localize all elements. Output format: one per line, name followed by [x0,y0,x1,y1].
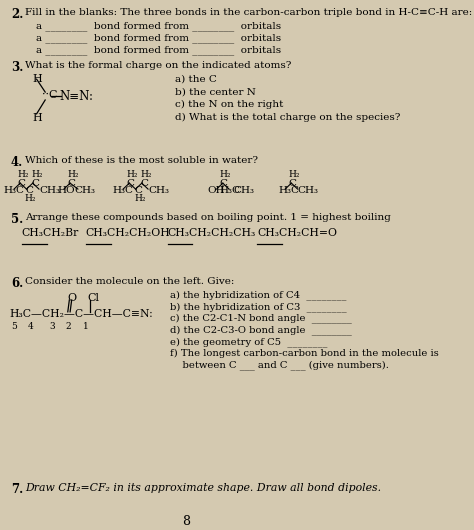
Text: H₂: H₂ [17,170,28,179]
Text: CH₃: CH₃ [39,186,60,195]
Text: 5: 5 [11,322,17,331]
Text: b) the hybridization of C3  ________: b) the hybridization of C3 ________ [170,302,346,312]
Text: CH₃: CH₃ [75,186,96,195]
Text: CH₃CH₂CH₂CH₃: CH₃CH₂CH₂CH₃ [167,228,256,237]
Text: H₃C: H₃C [3,186,24,195]
Text: H₂: H₂ [134,194,146,203]
Text: H₂: H₂ [288,170,300,179]
Text: c) the N on the right: c) the N on the right [175,100,283,109]
Text: CH₃: CH₃ [298,186,319,195]
Text: 8: 8 [182,515,191,528]
Text: H₃C: H₃C [279,186,300,195]
Text: C: C [67,179,75,188]
Text: e) the geometry of C5  ________: e) the geometry of C5 ________ [170,337,327,347]
Text: 4.: 4. [11,156,23,170]
Text: a ________  bond formed from ________  orbitals: a ________ bond formed from ________ orb… [36,34,281,43]
Text: C: C [25,186,33,195]
Text: C: C [134,186,142,195]
Text: Cl: Cl [87,293,99,303]
Text: C: C [126,179,134,188]
Text: 2: 2 [65,322,71,331]
Text: a ________  bond formed from ________  orbitals: a ________ bond formed from ________ orb… [36,46,281,55]
Text: b) the center N: b) the center N [175,87,256,96]
Text: C: C [31,179,39,188]
Text: C: C [288,179,296,188]
Text: 3: 3 [50,322,55,331]
Text: Fill in the blanks: The three bonds in the carbon-carbon triple bond in H-C≡C-H : Fill in the blanks: The three bonds in t… [25,8,472,17]
Text: H: H [33,74,43,84]
Text: 5.: 5. [11,213,23,226]
Text: 3.: 3. [11,61,23,74]
Text: ··C: ··C [42,90,57,100]
Text: Arrange these compounds based on boiling point. 1 = highest boiling: Arrange these compounds based on boiling… [25,213,391,222]
Text: CH₃CH₂CH₂OH: CH₃CH₂CH₂OH [86,228,171,237]
Text: between C ___ and C ___ (give numbers).: between C ___ and C ___ (give numbers). [170,360,389,370]
Text: H₃C: H₃C [220,186,241,195]
Text: CH₃CH₂Br: CH₃CH₂Br [22,228,79,237]
Text: a) the C: a) the C [175,74,217,83]
Text: a) the hybridization of C4  ________: a) the hybridization of C4 ________ [170,290,346,300]
Text: 7.: 7. [11,483,23,496]
Text: H₂: H₂ [220,170,231,179]
Text: 2.: 2. [11,8,23,21]
Text: Consider the molecule on the left. Give:: Consider the molecule on the left. Give: [25,277,234,286]
Text: H₂: H₂ [140,170,152,179]
Text: a ________  bond formed from ________  orbitals: a ________ bond formed from ________ orb… [36,22,281,31]
Text: d) the C2-C3-O bond angle  ________: d) the C2-C3-O bond angle ________ [170,325,352,335]
Text: CH₃: CH₃ [148,186,169,195]
Text: OH: OH [207,186,225,195]
Text: H: H [33,113,43,123]
Text: d) What is the total charge on the species?: d) What is the total charge on the speci… [175,113,401,122]
Text: 6.: 6. [11,277,23,290]
Text: 1: 1 [83,322,89,331]
Text: H₂: H₂ [31,170,43,179]
Text: H₃C: H₃C [112,186,133,195]
Text: CH₃CH₂CH=O: CH₃CH₂CH=O [257,228,337,237]
Text: c) the C2-C1-N bond angle  ________: c) the C2-C1-N bond angle ________ [170,313,352,323]
Text: H₃C—CH₂—C—CH—C≡N:: H₃C—CH₂—C—CH—C≡N: [9,309,153,319]
Text: N≡N:: N≡N: [59,90,93,103]
Text: H₂: H₂ [126,170,138,179]
Text: H₂: H₂ [25,194,36,203]
Text: What is the formal charge on the indicated atoms?: What is the formal charge on the indicat… [25,61,292,70]
Text: CH₃: CH₃ [234,186,255,195]
Text: Draw CH₂=CF₂ in its approximate shape. Draw all bond dipoles.: Draw CH₂=CF₂ in its approximate shape. D… [25,483,381,493]
Text: O: O [67,293,76,303]
Text: HO: HO [58,186,75,195]
Text: H₂: H₂ [67,170,79,179]
Text: C: C [220,179,228,188]
Text: f) The longest carbon-carbon bond in the molecule is: f) The longest carbon-carbon bond in the… [170,349,438,358]
Text: 4: 4 [28,322,34,331]
Text: C: C [17,179,25,188]
Text: Which of these is the most soluble in water?: Which of these is the most soluble in wa… [25,156,258,165]
Text: C: C [140,179,148,188]
